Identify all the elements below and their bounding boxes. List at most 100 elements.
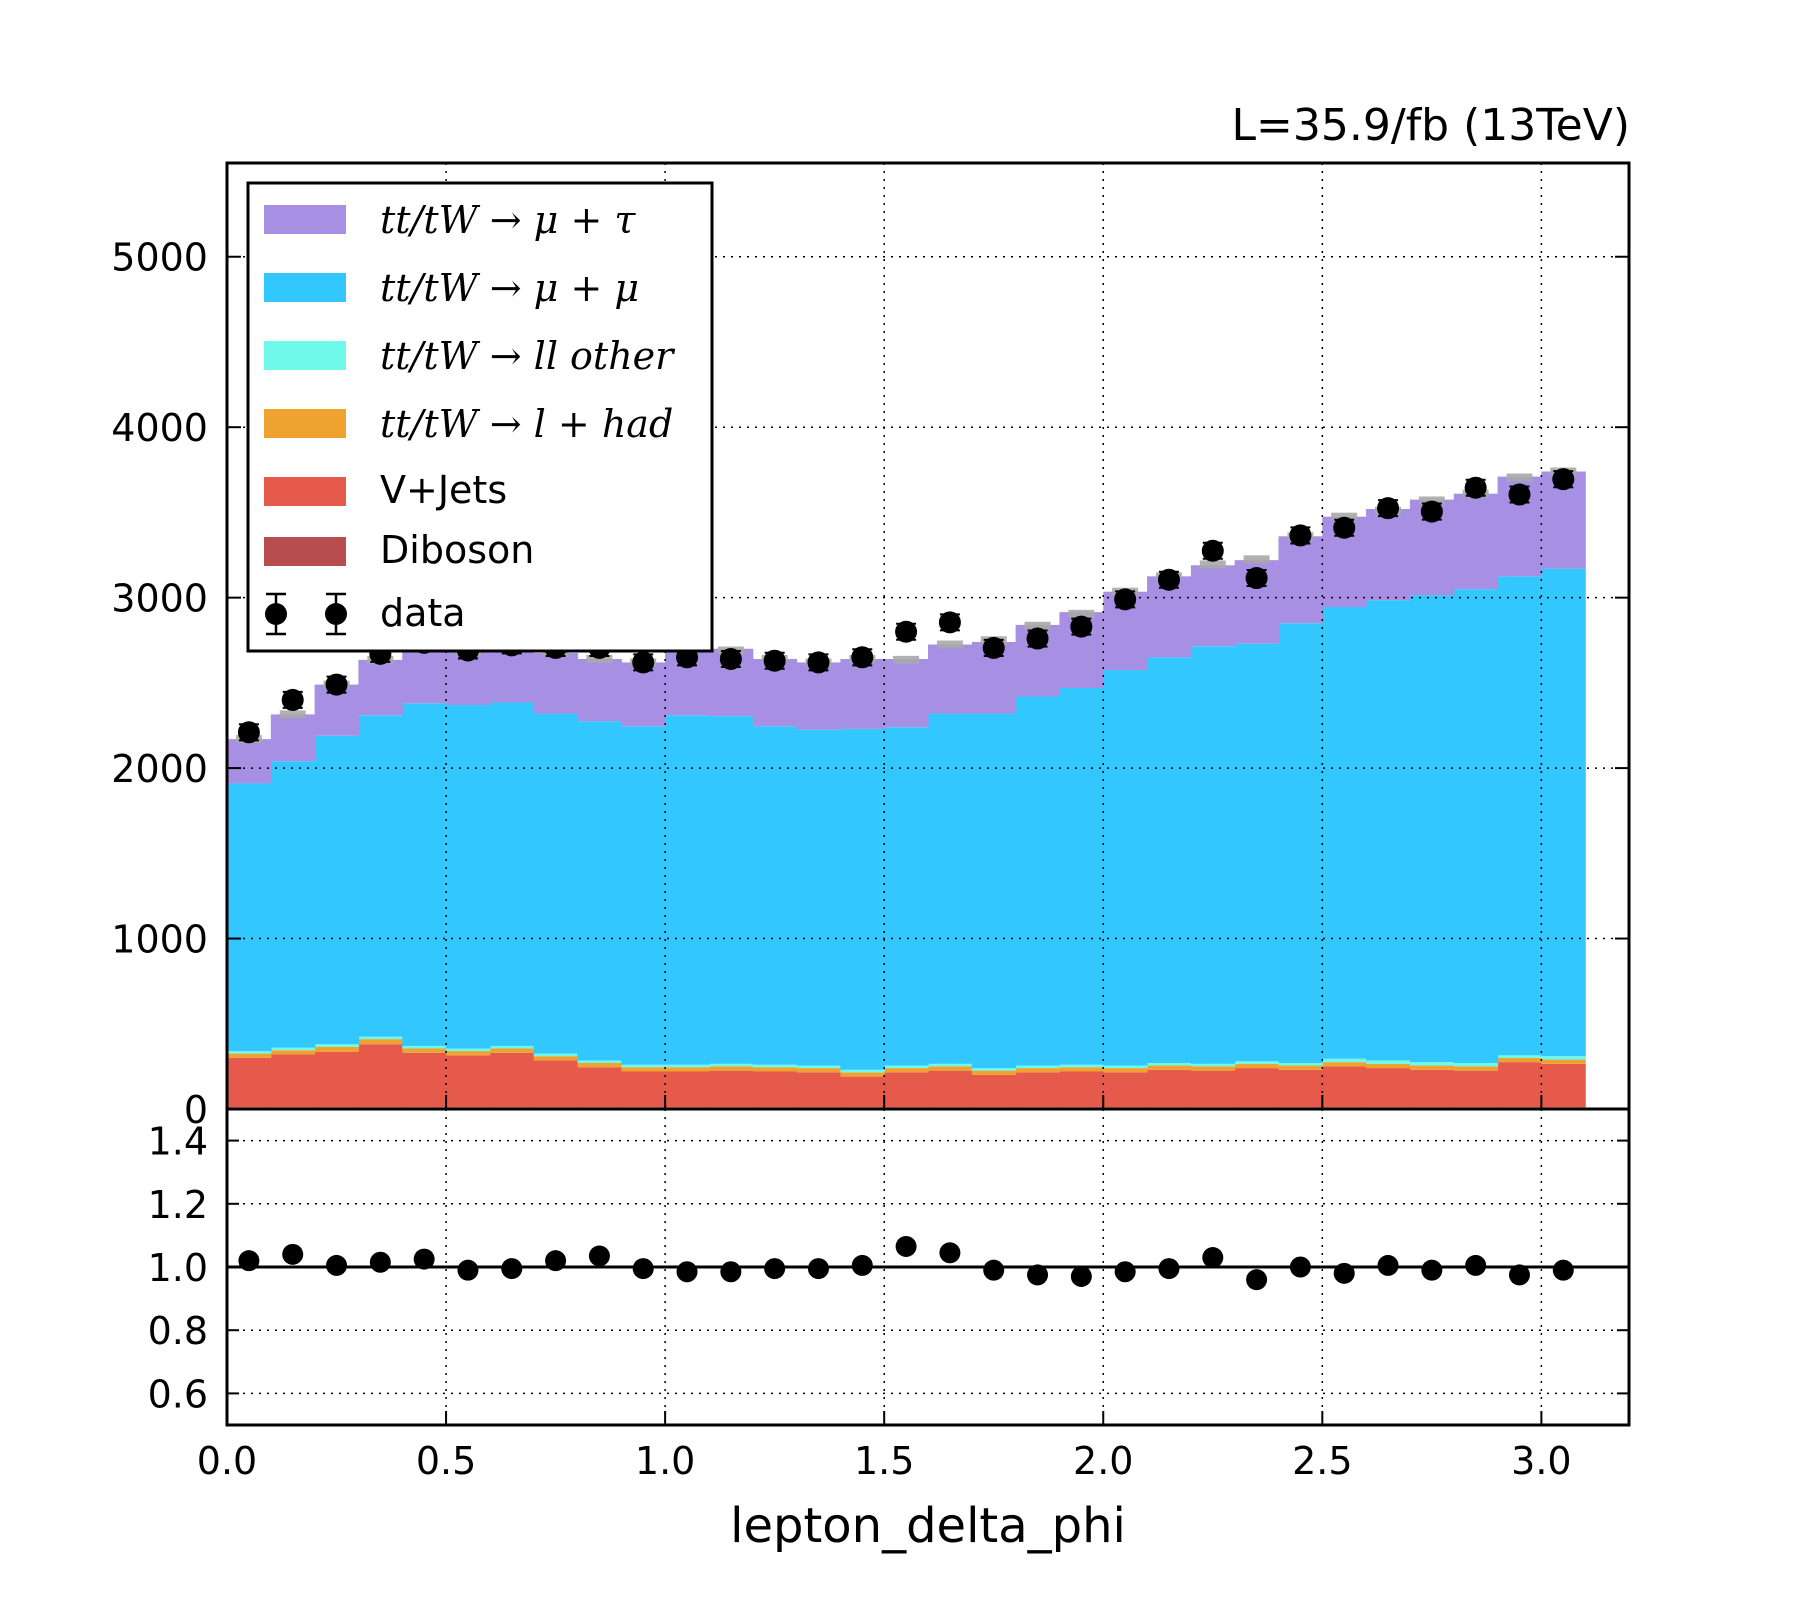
stack-3-bin-5 — [446, 1048, 491, 1052]
data-point-13 — [807, 651, 830, 674]
mc-uncertainty-8 — [586, 655, 613, 664]
stack-1-bin-2 — [314, 1051, 360, 1108]
ratio-ytick-label-3: 1.2 — [148, 1183, 208, 1227]
mc-uncertainty-1 — [279, 710, 306, 719]
stack-1-bin-17 — [971, 1074, 1017, 1108]
stack-5-bin-13 — [796, 662, 841, 730]
xtick-label-4: 2.0 — [1073, 1439, 1133, 1483]
stack-2-bin-18 — [1015, 1068, 1061, 1073]
stacked-histogram — [227, 471, 1586, 1109]
stack-4-bin-13 — [796, 729, 841, 1066]
data-point-14 — [851, 646, 874, 669]
stack-1-bin-11 — [708, 1070, 754, 1108]
main-ytick-label-4: 4000 — [111, 406, 208, 450]
stack-3-bin-22 — [1190, 1063, 1236, 1067]
stack-4-bin-3 — [358, 715, 403, 1037]
data-point-30 — [1552, 468, 1575, 491]
stack-1-bin-10 — [665, 1071, 710, 1108]
data-point-9 — [632, 651, 655, 674]
stack-1-bin-1 — [270, 1054, 316, 1108]
stack-4-bin-1 — [270, 761, 316, 1048]
stack-2-bin-15 — [884, 1068, 929, 1073]
data-point-2 — [325, 673, 348, 696]
stack-1-bin-28 — [1453, 1070, 1499, 1108]
stack-4-bin-2 — [314, 735, 360, 1045]
stack-1-bin-14 — [840, 1076, 885, 1108]
ratio-point-20 — [1114, 1261, 1136, 1283]
stack-1-bin-19 — [1059, 1071, 1104, 1108]
stack-3-bin-13 — [796, 1065, 841, 1069]
data-point-24 — [1289, 524, 1312, 547]
ratio-point-14 — [851, 1254, 873, 1276]
stack-3-bin-23 — [1234, 1061, 1280, 1064]
stack-4-bin-6 — [489, 702, 535, 1046]
ratio-point-0 — [238, 1250, 260, 1272]
stack-1-bin-24 — [1278, 1069, 1323, 1108]
mc-uncertainty-25 — [1331, 512, 1358, 521]
stack-2-bin-12 — [752, 1067, 798, 1072]
mc-uncertainty-15 — [893, 655, 920, 664]
legend-label-diboson: Diboson — [380, 528, 534, 572]
stack-2-bin-5 — [446, 1051, 491, 1056]
stack-1-bin-0 — [227, 1057, 272, 1108]
ratio-point-5 — [457, 1259, 479, 1281]
stack-3-bin-24 — [1278, 1062, 1323, 1066]
ratio-point-7 — [545, 1250, 567, 1272]
ratio-point-4 — [413, 1248, 435, 1270]
stack-2-bin-3 — [358, 1039, 403, 1045]
ratio-panel: 0.6 0.8 1.0 1.2 1.4 0.0 0.5 1.0 1.5 2.0 2.5 3.0 — [148, 1095, 1631, 1483]
stack-1-bin-20 — [1103, 1072, 1148, 1108]
stack-3-bin-29 — [1497, 1055, 1542, 1058]
legend-swatch-l-had — [264, 409, 346, 438]
data-point-19 — [1070, 615, 1093, 638]
ratio-point-9 — [632, 1258, 654, 1280]
stack-2-bin-10 — [665, 1067, 710, 1072]
stack-2-bin-25 — [1322, 1062, 1367, 1067]
stack-2-bin-4 — [402, 1048, 447, 1053]
stack-4-bin-23 — [1234, 643, 1280, 1062]
data-point-25 — [1333, 516, 1356, 539]
stack-2-bin-0 — [227, 1053, 272, 1058]
stack-1-bin-13 — [796, 1072, 841, 1108]
legend-label-data: data — [380, 591, 466, 635]
stack-4-bin-5 — [446, 705, 491, 1049]
data-point-17 — [982, 636, 1005, 659]
ratio-point-16 — [939, 1242, 961, 1264]
legend-swatch-mutau — [264, 205, 346, 234]
xtick-label-5: 2.5 — [1292, 1439, 1352, 1483]
stack-2-bin-30 — [1541, 1059, 1586, 1064]
ratio-point-6 — [501, 1258, 523, 1280]
ratio-point-10 — [676, 1261, 698, 1283]
ratio-point-26 — [1377, 1254, 1399, 1276]
stack-1-bin-22 — [1190, 1070, 1236, 1108]
stack-5-bin-1 — [270, 714, 316, 762]
stack-2-bin-13 — [796, 1068, 841, 1073]
legend-swatch-diboson — [264, 537, 346, 566]
stack-3-bin-18 — [1015, 1065, 1061, 1069]
data-point-18 — [1026, 627, 1049, 650]
ratio-ytick-label-0: 0.6 — [148, 1372, 208, 1416]
ratio-point-1 — [282, 1243, 304, 1265]
legend-swatch-mumu — [264, 273, 346, 302]
ratio-point-13 — [807, 1258, 829, 1280]
ratio-point-12 — [764, 1258, 786, 1280]
stack-4-bin-29 — [1497, 576, 1542, 1056]
stack-2-bin-17 — [971, 1070, 1017, 1075]
stack-2-bin-1 — [270, 1050, 316, 1055]
stack-2-bin-7 — [533, 1056, 579, 1061]
stack-1-bin-7 — [533, 1060, 579, 1108]
stack-1-bin-16 — [928, 1070, 973, 1108]
ratio-ytick-label-2: 1.0 — [148, 1246, 208, 1290]
stack-3-bin-10 — [665, 1064, 710, 1068]
mc-uncertainty-23 — [1243, 555, 1270, 564]
stack-5-bin-0 — [227, 739, 272, 784]
stack-4-bin-10 — [665, 715, 710, 1065]
stack-1-bin-6 — [489, 1052, 535, 1108]
stack-4-bin-28 — [1453, 589, 1499, 1063]
mc-uncertainty-16 — [936, 640, 963, 649]
ratio-y-axis: 0.6 0.8 1.0 1.2 1.4 — [148, 1120, 1629, 1416]
stack-2-bin-11 — [708, 1066, 754, 1071]
stack-3-bin-26 — [1366, 1060, 1411, 1064]
legend-marker-data — [265, 592, 347, 636]
main-ytick-label-1: 1000 — [111, 918, 208, 962]
